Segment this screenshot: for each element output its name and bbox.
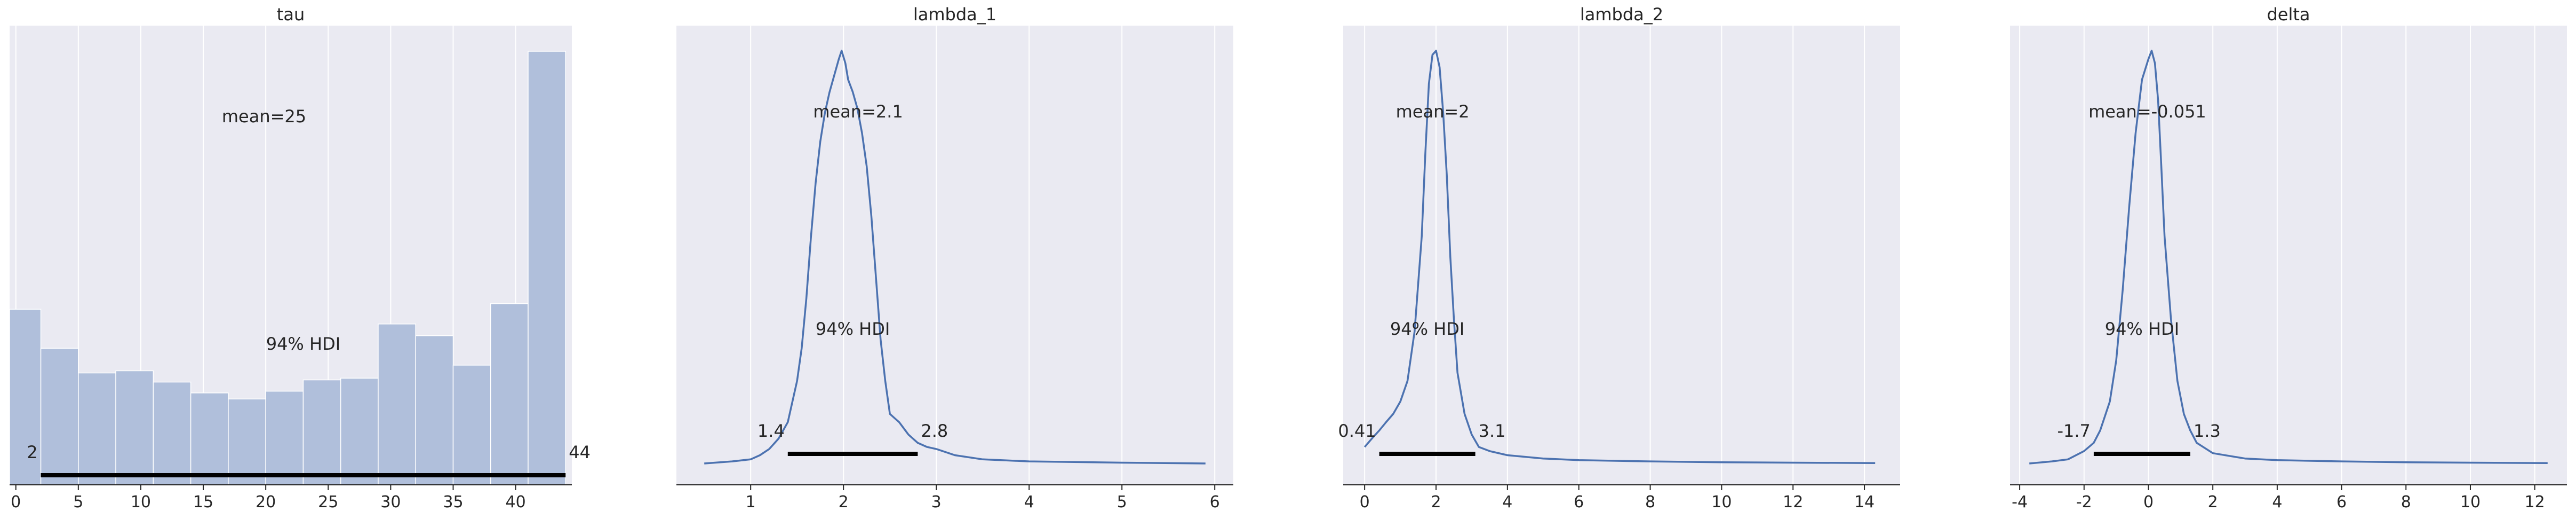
x-tick-label: 8	[2401, 493, 2411, 512]
x-tick-label: 0	[2143, 493, 2154, 512]
x-tick-label: 20	[256, 493, 276, 512]
hdi-high-label: 2.8	[921, 421, 948, 441]
x-tick-label: 4	[2272, 493, 2282, 512]
x-tick-label: 30	[380, 493, 401, 512]
x-tick-label: 5	[73, 493, 83, 512]
axes-background	[1343, 26, 1900, 485]
histogram-bar	[40, 348, 79, 485]
hdi-high-label: 3.1	[1479, 421, 1506, 441]
histogram-bar	[415, 335, 454, 485]
hdi-label: 94% HDI	[816, 319, 890, 339]
histogram-bar	[78, 372, 116, 485]
x-tick-label: 0	[1360, 493, 1370, 512]
hdi-high-label: 1.3	[2194, 421, 2221, 441]
panel-delta: -4 -2 0 2 4 6 8 10 12 delta -1.7 1.3 94% HDI mean=-0.…	[2010, 4, 2567, 512]
panel-lambda-2: 0 2 4 6 8 10 12 14 lambda_2 0.41 3.1 94% HDI mean=2	[1338, 4, 1900, 512]
x-tick-label: -4	[2012, 493, 2028, 512]
hdi-label: 94% HDI	[1390, 319, 1464, 339]
x-tick-label: 3	[931, 493, 942, 512]
histogram-bar	[378, 323, 416, 485]
density-line	[704, 50, 1206, 465]
panel-tau: 0 5 10 15 20 25 30 35 40 tau 2 44 94% HDI mean=25	[9, 4, 591, 512]
x-tick-label: 10	[1711, 493, 1732, 512]
x-tick-label: 6	[1574, 493, 1584, 512]
panel-title: lambda_2	[1580, 4, 1663, 25]
histogram-bar	[115, 370, 154, 485]
x-tick-label: 0	[11, 493, 21, 512]
histogram-bar	[9, 309, 42, 485]
hdi-low-label: 2	[27, 442, 37, 462]
x-tick-label: 4	[1024, 493, 1034, 512]
histogram-bar	[302, 379, 341, 485]
axes-background	[676, 26, 1233, 485]
mean-label: mean=2	[1396, 101, 1470, 122]
x-tick-label: 25	[318, 493, 338, 512]
x-tick-label: 2	[1431, 493, 1441, 512]
density-line	[1363, 50, 1876, 464]
histogram-bar	[190, 392, 229, 485]
hdi-low-label: 0.41	[1338, 421, 1376, 441]
panel-lambda-1: 1 2 3 4 5 6 lambda_1 1.4 2.8 94% HDI mean=2.1	[676, 4, 1233, 512]
histogram-bar	[452, 365, 491, 485]
x-tick-label: 2	[839, 493, 849, 512]
mean-label: mean=2.1	[813, 101, 903, 122]
mean-label: mean=25	[222, 106, 306, 127]
panel-title: tau	[277, 4, 305, 25]
panel-title: lambda_1	[913, 4, 996, 25]
x-tick-label: 15	[193, 493, 213, 512]
hdi-high-label: 44	[569, 442, 591, 462]
x-tick-label: 5	[1117, 493, 1127, 512]
hdi-label: 94% HDI	[266, 334, 340, 354]
histogram-bar	[340, 378, 379, 485]
x-tick-label: 10	[131, 493, 151, 512]
panel-title: delta	[2267, 4, 2310, 25]
x-tick-label: 6	[1210, 493, 1220, 512]
histogram-bar	[153, 381, 192, 485]
axes-background	[2010, 26, 2567, 485]
histogram-bar	[228, 398, 266, 485]
density-line	[2029, 50, 2548, 465]
x-tick-label: 12	[2525, 493, 2545, 512]
x-tick-label: 35	[443, 493, 463, 512]
x-tick-label: 4	[1502, 493, 1512, 512]
x-tick-label: 10	[2460, 493, 2481, 512]
x-tick-label: -2	[2076, 493, 2092, 512]
x-tick-label: 2	[2208, 493, 2218, 512]
histogram-bar	[490, 303, 529, 485]
x-tick-label: 14	[1854, 493, 1875, 512]
mean-label: mean=-0.051	[2088, 101, 2206, 122]
x-tick-label: 8	[1645, 493, 1655, 512]
x-tick-label: 40	[506, 493, 526, 512]
x-tick-label: 6	[2336, 493, 2347, 512]
hdi-label: 94% HDI	[2105, 319, 2179, 339]
hdi-low-label: -1.7	[2057, 421, 2090, 441]
histogram-bar	[528, 51, 567, 485]
hdi-low-label: 1.4	[757, 421, 785, 441]
x-tick-label: 1	[746, 493, 756, 512]
x-tick-label: 12	[1783, 493, 1803, 512]
histogram-bar	[265, 390, 304, 485]
